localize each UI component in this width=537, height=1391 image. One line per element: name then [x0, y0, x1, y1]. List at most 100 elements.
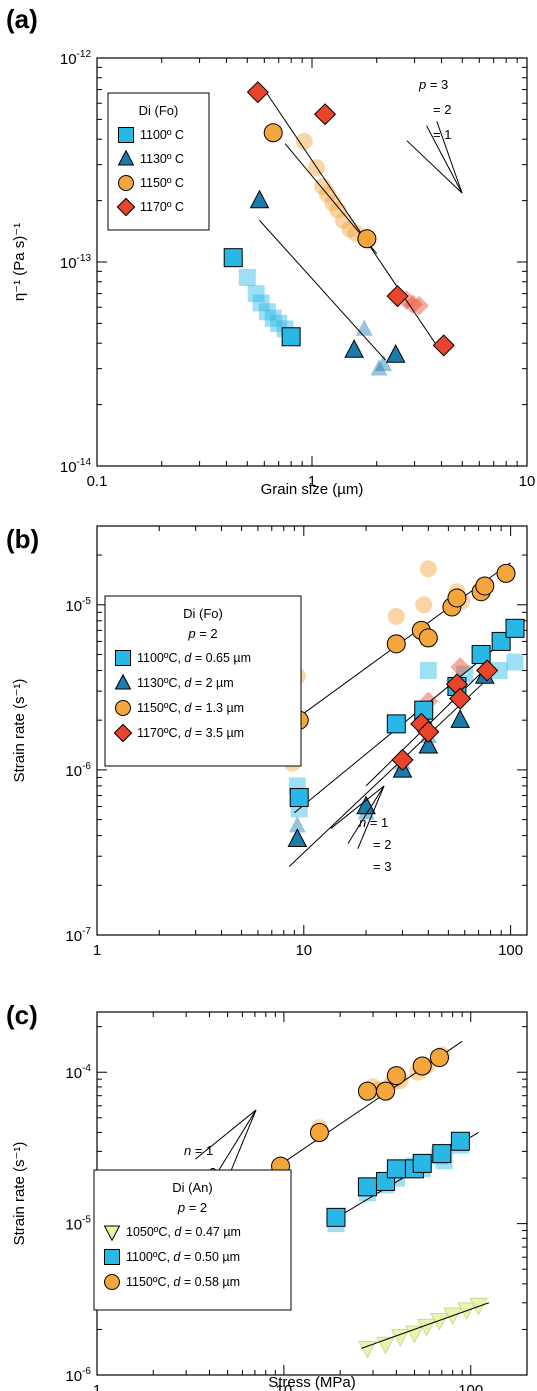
data-point-faded [506, 653, 524, 671]
legend-entry-variable: d [174, 1225, 182, 1239]
legend-entry-variable: d [184, 726, 192, 740]
data-point [386, 1066, 406, 1086]
data-point [386, 1159, 406, 1179]
legend-marker [118, 127, 134, 143]
panel-label: (c) [6, 1000, 38, 1030]
legend-entry-label: 1170ºC, d = 3.5 µm [137, 726, 244, 740]
legend-entry-variable: d [184, 701, 192, 715]
x-tick-label: 1 [308, 473, 316, 490]
slope-line [436, 121, 463, 194]
legend-box [104, 595, 302, 767]
data-point [344, 339, 364, 358]
y-axis-label: Strain rate (s⁻¹) [11, 679, 28, 783]
legend-entry-variable: d [184, 651, 192, 665]
data-point [412, 1153, 432, 1173]
data-point [357, 229, 377, 249]
tick-label-base: 10 [65, 1217, 82, 1234]
data-point [429, 1048, 449, 1068]
legend-subtitle: p = 2 [177, 1200, 207, 1215]
data-point-faded [258, 303, 276, 321]
slope-variable: n [184, 1143, 191, 1158]
data-point-faded [387, 607, 405, 625]
legend-entry-text: 1100ºC, [137, 651, 184, 665]
y-tick-label: 10-7 [65, 926, 91, 945]
tick-label-exponent: -5 [82, 596, 91, 607]
legend-marker [113, 723, 133, 743]
legend-marker [104, 1274, 120, 1290]
tick-label-base: 10 [65, 763, 82, 780]
x-tick-label: 10 [276, 1382, 293, 1391]
tick-label-exponent: -6 [82, 761, 91, 772]
panel-label: (b) [6, 524, 39, 554]
data-point-faded [409, 296, 429, 316]
legend-entry-value: = 0.58 µm [180, 1275, 240, 1289]
legend-entry-text: 1150º C [140, 176, 184, 190]
slope-value: = 2 [433, 102, 451, 117]
data-point [450, 709, 470, 728]
plot-frame [96, 525, 528, 936]
slope-value: = 3 [426, 77, 448, 92]
data-point-faded [490, 661, 508, 679]
plot-area [282, 560, 525, 867]
legend-entry-label: 1150ºC, d = 0.58 µm [126, 1275, 240, 1289]
x-axis-label: Grain size (µm) [261, 481, 364, 498]
slope-label: p = 3 [418, 77, 448, 92]
data-point [476, 659, 499, 682]
legend-subtitle: p = 2 [187, 626, 217, 641]
slope-annotation: p = 3 = 2 = 1 [406, 77, 463, 194]
slope-line [330, 785, 385, 829]
legend-entry-text: 1170ºC, [137, 726, 184, 740]
data-point [386, 285, 409, 308]
data-point [246, 81, 269, 104]
slope-value: = 1 [433, 127, 451, 142]
data-point [386, 634, 406, 654]
plot-area [223, 81, 455, 376]
legend-entry-label: 1050ºC, d = 0.47 µm [126, 1225, 241, 1239]
fit-line [288, 675, 491, 867]
slope-line [426, 125, 463, 194]
data-point-faded [370, 359, 388, 376]
slope-label: = 1 [433, 127, 451, 142]
y-tick-label: 10-12 [60, 49, 92, 68]
data-point-faded [324, 194, 342, 212]
x-tick-label: 100 [498, 942, 523, 959]
slope-line [406, 140, 463, 194]
data-point [326, 1207, 346, 1227]
data-point [309, 1122, 329, 1142]
data-point [287, 828, 308, 847]
legend-title: Di (Fo) [139, 103, 179, 118]
legend-title: Di (An) [172, 1180, 212, 1195]
tick-label-exponent: -14 [77, 457, 92, 468]
data-point-faded [252, 294, 270, 312]
legend-entry-variable: d [184, 676, 192, 690]
legend-marker [118, 175, 134, 191]
legend-entry-text: 1130º C [140, 152, 184, 166]
legend-marker [114, 673, 132, 690]
slope-annotation: n = 1 = 2 = 3 [330, 785, 391, 874]
fit-line [361, 1302, 490, 1349]
data-point [391, 748, 414, 771]
plot-area [260, 1040, 490, 1359]
legend-entry-label: 1100º C [140, 128, 184, 142]
data-point [357, 1081, 377, 1101]
tick-label-exponent: -13 [77, 253, 92, 264]
y-tick-label: 10-13 [60, 253, 92, 272]
slope-value: = 2 [373, 837, 391, 852]
legend-box [93, 1169, 292, 1311]
tick-label-exponent: -4 [82, 1063, 91, 1074]
legend-entry-value: = 1.3 µm [191, 701, 244, 715]
data-point-faded [355, 319, 373, 336]
data-point-faded [264, 309, 282, 327]
y-tick-label: 10-5 [65, 1215, 91, 1234]
slope-label: = 2 [433, 102, 451, 117]
data-point [376, 1081, 396, 1101]
legend-subtitle-value: = 2 [196, 626, 218, 641]
slope-line [357, 785, 385, 849]
slope-value: = 3 [373, 859, 391, 874]
data-point-faded [403, 294, 423, 315]
slope-line [214, 1109, 257, 1177]
data-point [289, 788, 309, 808]
legend-entry-text: 1150ºC, [137, 701, 184, 715]
